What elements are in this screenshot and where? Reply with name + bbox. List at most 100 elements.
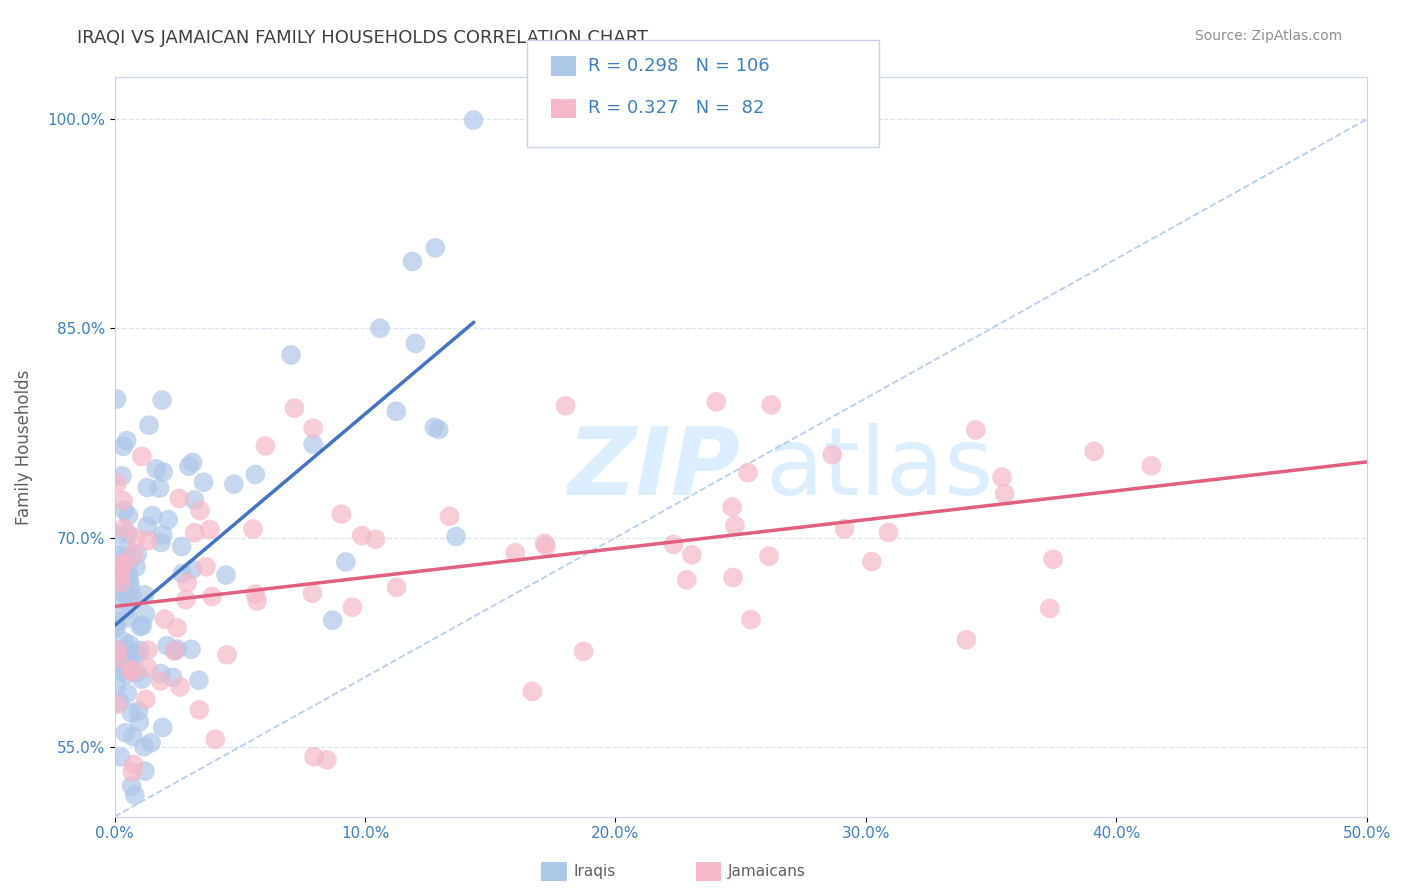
Point — [108, 564, 131, 578]
Point — [112, 634, 135, 648]
Text: R = 0.327   N =  82: R = 0.327 N = 82 — [588, 99, 763, 118]
Point — [385, 404, 408, 418]
Point — [254, 439, 277, 453]
Point — [283, 401, 305, 416]
Point — [204, 732, 226, 747]
Point — [111, 592, 134, 607]
Point — [105, 679, 128, 693]
Point — [246, 594, 269, 608]
Point — [425, 241, 447, 255]
Point — [104, 621, 127, 635]
Point — [1042, 552, 1064, 566]
Point — [117, 555, 139, 569]
Point — [127, 647, 149, 661]
Point — [149, 666, 172, 681]
Point — [121, 665, 143, 679]
Point — [572, 644, 595, 658]
Point — [174, 592, 197, 607]
Point — [125, 665, 148, 680]
Point — [439, 509, 461, 524]
Point — [117, 526, 139, 541]
Point — [134, 764, 156, 778]
Point — [681, 548, 703, 562]
Text: atlas: atlas — [766, 423, 994, 516]
Point — [758, 549, 780, 564]
Point — [187, 673, 209, 688]
Point — [117, 541, 139, 556]
Point — [114, 550, 136, 565]
Point — [115, 667, 138, 681]
Point — [118, 574, 141, 589]
Point — [105, 476, 128, 491]
Point — [110, 557, 132, 571]
Point — [117, 567, 139, 582]
Text: R = 0.298   N = 106: R = 0.298 N = 106 — [588, 57, 769, 75]
Point — [148, 481, 170, 495]
Point — [156, 639, 179, 653]
Point — [124, 788, 146, 802]
Point — [117, 686, 139, 700]
Point — [364, 532, 387, 546]
Point — [114, 557, 136, 571]
Point — [105, 392, 128, 406]
Point — [215, 568, 238, 582]
Point — [108, 695, 131, 709]
Point — [534, 539, 557, 553]
Point — [222, 477, 245, 491]
Point — [740, 613, 762, 627]
Point — [1039, 601, 1062, 615]
Point — [991, 470, 1014, 484]
Point — [301, 586, 323, 600]
Point — [150, 393, 173, 408]
Point — [860, 555, 883, 569]
Point — [110, 665, 132, 679]
Point — [157, 513, 180, 527]
Point — [141, 508, 163, 523]
Point — [105, 651, 128, 665]
Point — [834, 522, 856, 536]
Point — [104, 547, 127, 561]
Point — [302, 437, 325, 451]
Point — [138, 418, 160, 433]
Point — [108, 572, 131, 586]
Point — [127, 547, 149, 561]
Point — [163, 644, 186, 658]
Point — [427, 422, 450, 436]
Point — [132, 739, 155, 754]
Point — [115, 647, 138, 661]
Point — [111, 469, 134, 483]
Point — [110, 575, 132, 590]
Point — [134, 588, 156, 602]
Point — [724, 518, 747, 533]
Point — [112, 521, 135, 535]
Point — [114, 603, 136, 617]
Point — [118, 662, 141, 676]
Point — [181, 455, 204, 469]
Point — [120, 652, 142, 666]
Point — [463, 113, 485, 128]
Point — [193, 475, 215, 490]
Point — [994, 487, 1017, 501]
Point — [177, 459, 200, 474]
Point — [194, 559, 217, 574]
Point — [105, 618, 128, 632]
Point — [120, 663, 142, 677]
Point — [280, 348, 302, 362]
Point — [131, 672, 153, 686]
Point — [245, 587, 267, 601]
Point — [110, 750, 132, 764]
Point — [316, 753, 339, 767]
Point — [721, 570, 744, 584]
Point — [533, 536, 555, 550]
Point — [131, 450, 153, 464]
Point — [104, 559, 127, 574]
Point — [877, 525, 900, 540]
Y-axis label: Family Households: Family Households — [15, 369, 32, 524]
Point — [181, 562, 204, 576]
Point — [127, 704, 149, 718]
Point — [112, 439, 135, 453]
Point — [122, 730, 145, 744]
Point — [115, 642, 138, 657]
Point — [342, 600, 364, 615]
Point — [444, 530, 467, 544]
